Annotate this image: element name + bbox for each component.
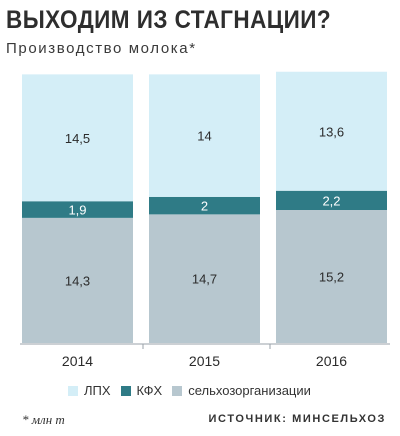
data-label-2014-0: 14,3 (65, 273, 90, 288)
data-label-2016-0: 15,2 (319, 270, 344, 285)
legend-label-lph: ЛПХ (84, 383, 111, 398)
data-label-2014-1: 1,9 (68, 203, 86, 218)
footnote-units: * млн т (22, 412, 65, 427)
bar-segment-2015-1 (149, 196, 260, 215)
bar-segment-2014-1 (22, 201, 133, 218)
data-label-2014-2: 14,5 (65, 131, 90, 146)
data-label-2016-2: 13,6 (319, 124, 344, 139)
legend-swatch-kfh (120, 385, 131, 396)
legend-swatch-lph (68, 385, 78, 396)
chart-subtitle: Производство молока* (6, 40, 197, 57)
legend-item-lph: ЛПХ (68, 383, 111, 398)
data-label-2015-2: 14 (197, 129, 211, 144)
legend-swatch-agro (172, 385, 183, 396)
legend-label-kfh: КФХ (136, 383, 163, 398)
data-label-2016-1: 2,2 (322, 193, 340, 208)
bar-segment-2016-1 (276, 190, 387, 210)
bar-segment-2016-0 (276, 210, 387, 343)
legend: ЛПХ КФХ сельхозорганизации (68, 383, 321, 398)
x-tick-label-2015: 2015 (189, 353, 220, 369)
data-label-2015-0: 14,7 (192, 272, 217, 287)
bar-segment-2015-2 (149, 74, 260, 197)
bar-segment-2014-0 (22, 217, 133, 343)
x-tick-label-2014: 2014 (62, 353, 93, 369)
x-tick-label-2016: 2016 (316, 353, 347, 369)
legend-item-agro: сельхозорганизации (172, 383, 311, 398)
chart-title: ВЫХОДИМ ИЗ СТАГНАЦИИ? (6, 6, 332, 34)
bar-segment-2016-2 (276, 71, 387, 191)
source-note: ИСТОЧНИК: МИНСЕЛЬХОЗ (208, 413, 386, 425)
bar-segment-2015-0 (149, 214, 260, 343)
data-label-2015-1: 2 (201, 199, 208, 214)
legend-label-agro: сельхозорганизации (188, 383, 311, 398)
bar-segment-2014-2 (22, 74, 133, 202)
legend-item-kfh: КФХ (120, 383, 163, 398)
